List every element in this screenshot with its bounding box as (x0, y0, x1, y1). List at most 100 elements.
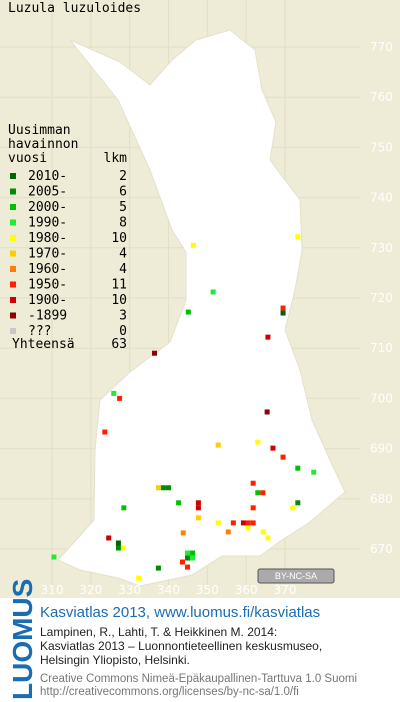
observation (155, 485, 161, 491)
observation (115, 540, 121, 546)
legend-label: 1970- (28, 247, 67, 262)
observation (185, 564, 191, 570)
legend-label: 1950- (28, 278, 67, 293)
legend-label: ??? (28, 324, 51, 339)
license-line: Creative Commons Nimeä-Epäkaupallinen-Ta… (40, 673, 357, 685)
legend-count: 10 (111, 293, 127, 308)
observation (250, 505, 256, 511)
observation (295, 465, 301, 471)
observation (176, 500, 182, 506)
legend-count: 8 (119, 216, 127, 231)
observation (264, 409, 270, 415)
observation (265, 334, 271, 340)
observation (155, 565, 161, 571)
cc-badge-text: BY-NC-SA (275, 571, 317, 581)
observation (311, 469, 317, 475)
legend-count: 5 (119, 200, 127, 215)
legend-count: 11 (111, 278, 127, 293)
observation (195, 500, 201, 506)
legend-total-label: Yhteensä (12, 337, 75, 352)
y-tick-label: 700 (370, 391, 393, 405)
observation (51, 554, 57, 560)
legend-count-header: lkm (104, 151, 128, 166)
x-tick-label: 320 (79, 583, 102, 597)
legend-count: 2 (119, 169, 127, 184)
observation (245, 525, 251, 531)
observation (255, 439, 261, 445)
legend-count: 0 (119, 324, 127, 339)
observation (280, 310, 286, 316)
observation (190, 555, 196, 561)
observation (265, 535, 271, 541)
observation (295, 234, 301, 240)
observation (215, 442, 221, 448)
legend-count: 4 (119, 247, 127, 262)
legend-swatch (10, 297, 16, 303)
observation (190, 550, 196, 556)
observation (195, 505, 201, 511)
y-tick-label: 740 (370, 191, 393, 205)
observation (185, 309, 191, 315)
license-line: http://creativecommons.org/licenses/by-n… (40, 686, 299, 698)
observation (120, 545, 126, 551)
observation (152, 350, 158, 356)
observation (195, 515, 201, 521)
map-title: Luzula luzuloides (8, 1, 141, 16)
y-tick-label: 720 (370, 291, 393, 305)
y-tick-label: 770 (370, 40, 393, 54)
observation (280, 454, 286, 460)
x-tick-label: 310 (41, 583, 64, 597)
legend-label: 2010- (28, 169, 67, 184)
x-tick-label: 370 (274, 583, 297, 597)
legend-swatch (10, 328, 16, 334)
citation-line: Helsingin Yliopisto, Helsinki. (40, 653, 190, 667)
y-tick-label: 730 (370, 241, 393, 255)
x-tick-label: 360 (235, 583, 258, 597)
legend-label: 1960- (28, 262, 67, 277)
observation (255, 490, 261, 496)
observation (117, 395, 123, 401)
y-tick-label: 710 (370, 341, 393, 355)
legend-label: -1899 (28, 309, 67, 324)
observation (111, 390, 117, 396)
observation (250, 520, 256, 526)
observation (115, 545, 121, 551)
y-tick-label: 750 (370, 140, 393, 154)
observations (51, 234, 317, 581)
legend-swatch (10, 173, 16, 179)
legend-swatch (10, 266, 16, 272)
observation (179, 559, 185, 565)
legend-swatch (10, 281, 16, 288)
observation (185, 550, 191, 556)
legend-header: havainnon (8, 137, 78, 152)
observation (225, 529, 231, 535)
observation (106, 535, 112, 541)
legend-label: 1900- (28, 293, 67, 308)
legend-swatch (10, 188, 16, 195)
legend-label: 2005- (28, 185, 67, 200)
legend-count: 6 (119, 185, 127, 200)
legend-label: 2000- (28, 200, 67, 215)
citation-line: Kasviatlas 2013 – Luonnontieteellinen ke… (40, 639, 322, 653)
legend-count: 10 (111, 231, 127, 246)
legend-swatch (10, 312, 16, 319)
observation (260, 529, 266, 535)
legend-header: Uusimman (8, 123, 71, 138)
y-tick-label: 760 (370, 90, 393, 104)
legend-swatch (10, 235, 16, 241)
x-tick-label: 340 (157, 583, 180, 597)
observation (260, 490, 266, 496)
observation (166, 485, 171, 491)
observation (215, 520, 221, 526)
observation (121, 505, 127, 511)
observation (210, 289, 216, 295)
observation (295, 500, 301, 506)
legend-label: 1990- (28, 216, 67, 231)
cc-badge (257, 568, 335, 584)
observation (136, 575, 142, 581)
observation (180, 530, 186, 536)
y-tick-label: 690 (370, 442, 393, 456)
legend-count: 4 (119, 262, 127, 277)
legend-label: 1980- (28, 231, 67, 246)
